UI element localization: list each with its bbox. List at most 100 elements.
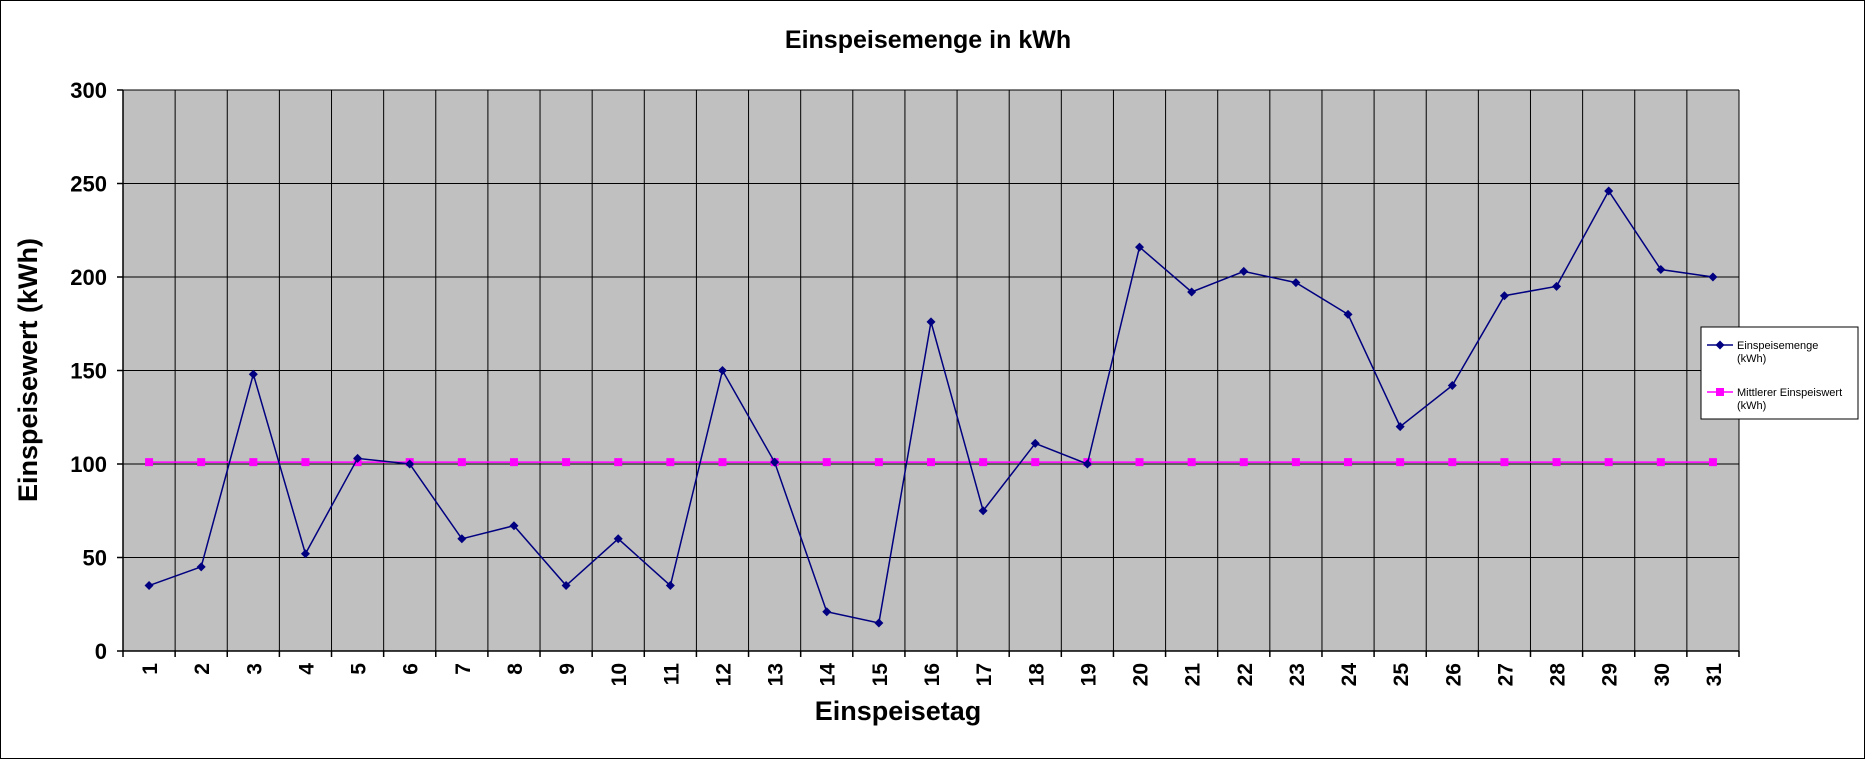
data-point bbox=[353, 453, 363, 463]
data-point bbox=[1135, 242, 1145, 252]
data-point bbox=[1500, 458, 1509, 467]
data-point bbox=[1396, 458, 1405, 467]
x-tick-label: 17 bbox=[973, 663, 996, 686]
data-point bbox=[874, 618, 884, 628]
y-tick-label: 0 bbox=[95, 639, 107, 664]
x-tick-label: 8 bbox=[504, 663, 527, 675]
data-point bbox=[1343, 309, 1353, 319]
x-axis-title: Einspeisetag bbox=[815, 696, 982, 726]
x-tick-label: 27 bbox=[1494, 663, 1517, 686]
x-tick-label: 3 bbox=[243, 663, 266, 675]
data-point bbox=[822, 458, 831, 467]
x-tick-label: 11 bbox=[660, 663, 683, 686]
data-point bbox=[1395, 422, 1405, 432]
data-point bbox=[1291, 278, 1301, 288]
x-tick-label: 9 bbox=[556, 663, 579, 675]
x-tick-label: 29 bbox=[1599, 663, 1622, 686]
legend-marker bbox=[1715, 340, 1725, 350]
data-point bbox=[1344, 458, 1353, 467]
x-tick-label: 18 bbox=[1025, 663, 1048, 687]
legend-marker bbox=[1716, 388, 1724, 396]
data-point bbox=[926, 317, 936, 327]
x-tick-label: 28 bbox=[1547, 663, 1570, 687]
y-tick-label: 200 bbox=[70, 265, 107, 290]
data-point bbox=[1552, 281, 1562, 291]
y-tick-label: 250 bbox=[70, 172, 107, 197]
x-tick-label: 24 bbox=[1338, 663, 1361, 687]
x-tick-label: 6 bbox=[400, 663, 423, 675]
data-point bbox=[1499, 291, 1509, 301]
x-tick-label: 2 bbox=[191, 663, 214, 675]
y-tick-label: 50 bbox=[83, 546, 107, 571]
x-tick-label: 20 bbox=[1130, 663, 1153, 686]
y-tick-labels: 0 50 100 150 200 250 300 bbox=[70, 78, 107, 664]
data-point bbox=[197, 458, 206, 467]
data-point bbox=[1552, 458, 1561, 467]
y-axis-title: Einspeisewert (kWh) bbox=[13, 238, 43, 502]
x-tick-label: 30 bbox=[1651, 663, 1674, 686]
data-point bbox=[1030, 438, 1040, 448]
x-tick-labels: 1 2 3 4 5 6 7 8 9 10 11 12 13 14 15 16 17 18 19 20 21 22 23 24 2… bbox=[139, 663, 1726, 687]
series-layer bbox=[144, 186, 1718, 628]
data-point bbox=[1448, 458, 1457, 467]
data-point bbox=[144, 581, 154, 591]
x-tick-label: 23 bbox=[1286, 663, 1309, 686]
x-tick-label: 31 bbox=[1703, 663, 1726, 687]
y-tick-label: 100 bbox=[70, 452, 107, 477]
data-point bbox=[717, 366, 727, 375]
x-tick-label: 4 bbox=[295, 663, 318, 675]
data-point bbox=[874, 458, 883, 467]
data-point bbox=[562, 458, 571, 467]
data-point bbox=[1604, 186, 1614, 196]
data-point bbox=[1239, 458, 1248, 467]
data-point bbox=[1604, 458, 1613, 467]
data-point bbox=[405, 459, 415, 469]
x-tick-label: 7 bbox=[452, 663, 475, 675]
data-point bbox=[665, 581, 675, 591]
data-point bbox=[457, 458, 466, 467]
data-point bbox=[196, 562, 206, 572]
data-point bbox=[1291, 458, 1300, 467]
chart-title: Einspeisemenge in kWh bbox=[785, 26, 1071, 54]
x-tick-label: 14 bbox=[817, 663, 840, 687]
x-tick-label: 19 bbox=[1077, 663, 1100, 686]
data-point bbox=[718, 458, 727, 467]
data-point bbox=[1082, 459, 1092, 469]
data-point bbox=[1708, 272, 1718, 282]
data-point bbox=[1656, 458, 1665, 467]
legend-entry: Einspeisemenge (kWh) bbox=[1737, 340, 1818, 365]
data-point bbox=[300, 549, 310, 559]
x-tick-label: 13 bbox=[765, 663, 788, 686]
y-tick-label: 150 bbox=[70, 359, 107, 384]
data-point bbox=[979, 458, 988, 467]
x-tick-label: 16 bbox=[921, 663, 944, 686]
legend: Einspeisemenge (kWh) Mittlerer Einspeiswer… bbox=[1700, 326, 1859, 420]
data-point bbox=[1187, 458, 1196, 467]
data-point bbox=[457, 534, 467, 544]
y-tick-label: 300 bbox=[70, 78, 107, 103]
data-point bbox=[666, 458, 675, 467]
data-point bbox=[978, 506, 988, 516]
data-point bbox=[249, 458, 258, 467]
data-point bbox=[1447, 380, 1457, 390]
data-point bbox=[927, 458, 935, 467]
x-tick-label: 10 bbox=[608, 663, 631, 686]
data-point bbox=[1239, 266, 1249, 276]
data-point bbox=[1187, 287, 1197, 297]
data-point bbox=[822, 607, 832, 617]
legend-entry: Mittlerer Einspeiswert (kWh) bbox=[1737, 387, 1842, 412]
series-1 bbox=[144, 186, 1718, 628]
legend-box bbox=[1700, 326, 1859, 420]
data-point bbox=[770, 457, 780, 467]
x-tick-label: 22 bbox=[1234, 663, 1257, 686]
data-point bbox=[1135, 458, 1144, 467]
x-tick-label: 15 bbox=[869, 663, 892, 687]
x-tick-label: 12 bbox=[712, 663, 735, 686]
data-point bbox=[509, 521, 519, 531]
x-tick-label: 5 bbox=[348, 663, 371, 675]
data-point bbox=[145, 458, 154, 467]
data-point bbox=[301, 458, 310, 467]
data-point bbox=[509, 458, 518, 467]
axes bbox=[117, 89, 1740, 657]
